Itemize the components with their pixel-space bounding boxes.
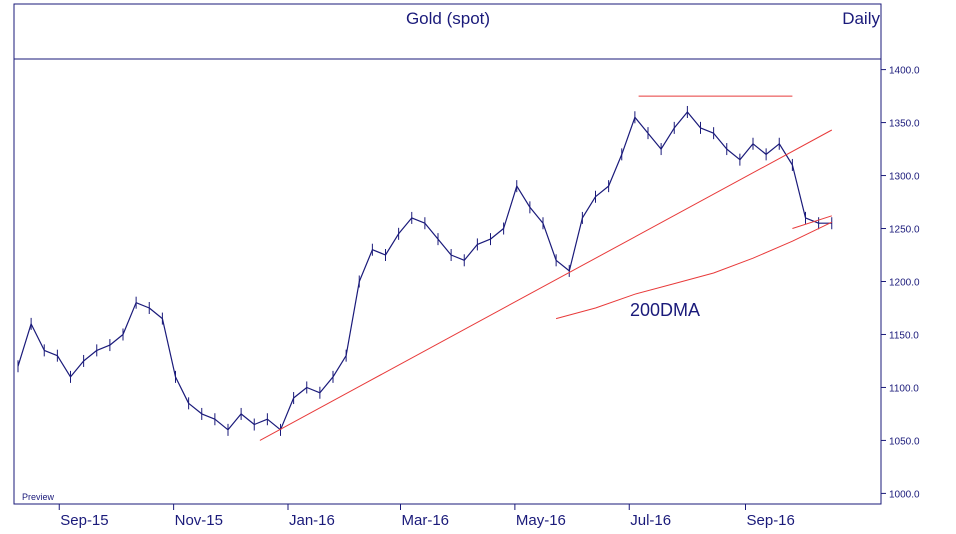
x-axis-ticks: Sep-15 Nov-15 Jan-16 Mar-16 May-16 Jul-16 Sep-… bbox=[58, 504, 795, 529]
x-tick-label: Mar-16 bbox=[402, 512, 450, 529]
y-tick-label: 1200.0 bbox=[889, 278, 920, 289]
y-tick-label: 1300.0 bbox=[889, 172, 920, 183]
x-tick-label: Sep-16 bbox=[747, 512, 795, 529]
chart-frame bbox=[13, 3, 882, 505]
series-200DMA bbox=[555, 221, 833, 320]
y-tick-label: 1050.0 bbox=[889, 436, 920, 447]
series-layer bbox=[17, 95, 833, 441]
y-tick-label: 1000.0 bbox=[889, 489, 920, 500]
y-tick-label: 1150.0 bbox=[889, 330, 919, 341]
footer-label: Preview bbox=[22, 492, 55, 502]
x-tick-label: Nov-15 bbox=[175, 512, 223, 529]
chart-title: Gold (spot) bbox=[406, 9, 490, 28]
y-tick-label: 1100.0 bbox=[889, 383, 919, 394]
series-trendline bbox=[259, 129, 833, 441]
x-tick-label: Sep-15 bbox=[60, 512, 108, 529]
frequency-label: Daily bbox=[842, 9, 880, 28]
y-tick-label: 1400.0 bbox=[889, 66, 920, 77]
y-tick-label: 1250.0 bbox=[889, 225, 920, 236]
x-tick-label: Jan-16 bbox=[289, 512, 335, 529]
y-tick-label: 1350.0 bbox=[889, 119, 920, 130]
x-tick-label: May-16 bbox=[516, 512, 566, 529]
dma-annotation: 200DMA bbox=[630, 300, 700, 320]
series-short-channel bbox=[792, 215, 832, 229]
y-axis-ticks: 1400.0 1350.0 1300.0 1250.0 1200.0 1150.0 1100… bbox=[881, 66, 920, 500]
x-tick-label: Jul-16 bbox=[630, 512, 671, 529]
